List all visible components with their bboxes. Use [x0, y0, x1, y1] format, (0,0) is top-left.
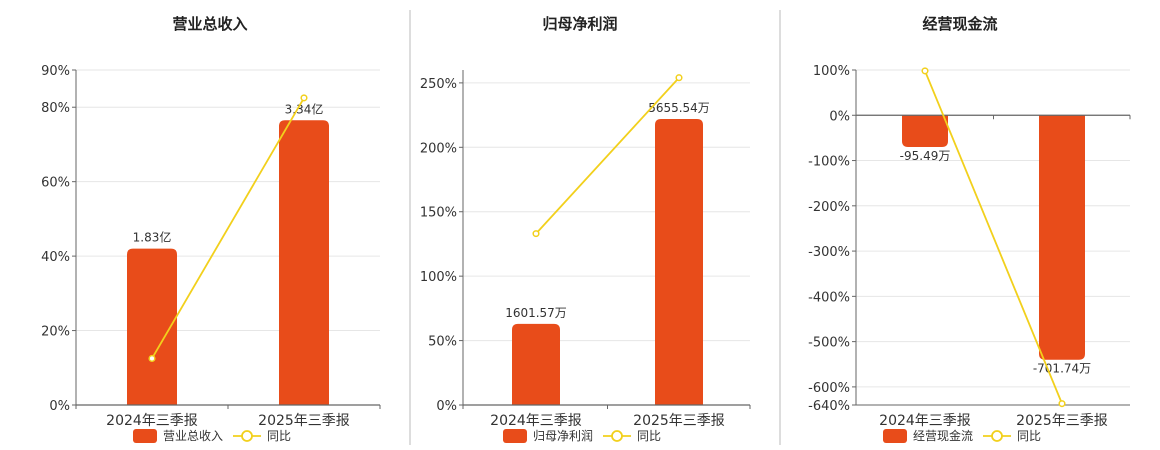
bar: [655, 118, 703, 405]
x-tick-label: 2025年三季报: [258, 413, 350, 429]
chart-panel-2: 归母净利润 0% 50% 100% 150% 200% 250% 1601.57万 5655.5…: [420, 15, 751, 443]
legend-line-label: 同比: [637, 429, 661, 443]
y-tick-label: 200%: [420, 141, 457, 156]
legend-line-marker: [611, 430, 623, 442]
legend-bar-swatch: [503, 429, 527, 443]
legend-line-marker: [241, 430, 253, 442]
yoy-point: [300, 94, 308, 102]
y-tick-label: 0%: [49, 399, 70, 414]
y-tick-label: -640%: [808, 399, 850, 414]
y-tick-label: 150%: [420, 206, 457, 221]
chart-panel-3: 经营现金流 100% 0% -100% -200% -300% -400% -500% -600…: [808, 15, 1131, 443]
yoy-point: [148, 354, 156, 363]
bar-value-label: -701.74万: [1033, 362, 1091, 376]
yoy-line: [535, 77, 680, 235]
bar: [279, 120, 329, 405]
y-tick-label: -500%: [808, 336, 850, 351]
y-tick-label: 20%: [41, 325, 70, 340]
y-tick-label: -600%: [808, 381, 850, 396]
legend-bar-label: 经营现金流: [913, 428, 973, 443]
y-tick-label: 80%: [41, 101, 70, 116]
bar-value-label: 1601.57万: [505, 306, 567, 320]
y-tick-label: -100%: [808, 155, 850, 170]
legend-line-marker: [991, 430, 1003, 442]
bar: [902, 115, 948, 147]
yoy-point: [1058, 400, 1066, 408]
y-tick-label: 60%: [41, 176, 70, 191]
legend-bar-swatch: [133, 429, 157, 443]
yoy-line: [924, 70, 1063, 404]
x-tick-label: 2025年三季报: [633, 413, 725, 429]
chart-title: 营业总收入: [172, 15, 247, 33]
bar-value-label: 1.83亿: [133, 230, 172, 245]
bar-value-label: 3.34亿: [285, 101, 324, 116]
y-tick-label: 100%: [813, 64, 850, 79]
y-tick-label: 250%: [420, 77, 457, 92]
bar: [512, 323, 560, 405]
chart-title: 经营现金流: [922, 15, 997, 33]
x-tick-label: 2024年三季报: [879, 413, 971, 429]
yoy-point: [532, 230, 540, 238]
y-tick-label: -200%: [808, 200, 850, 215]
yoy-line: [151, 97, 305, 359]
bar-value-label: 5655.54万: [648, 101, 710, 115]
legend-bar-label: 营业总收入: [163, 429, 223, 443]
x-tick-label: 2024年三季报: [106, 413, 198, 429]
legend-line-label: 同比: [1017, 429, 1041, 443]
y-tick-label: -400%: [808, 290, 850, 305]
y-tick-label: 40%: [41, 250, 70, 265]
y-tick-label: -300%: [808, 245, 850, 260]
chart-title: 归母净利润: [542, 15, 617, 33]
y-tick-label: 100%: [420, 270, 457, 285]
y-tick-label: 0%: [829, 109, 850, 124]
yoy-point: [921, 67, 929, 75]
yoy-point: [675, 74, 683, 82]
legend-bar-label: 归母净利润: [533, 429, 593, 443]
bar: [1039, 115, 1085, 360]
y-tick-label: 50%: [428, 335, 457, 350]
chart-panel-1: 营业总收入 0% 20% 40% 60% 80% 90% 1.83亿 3.34亿 2024年三季报…: [41, 15, 381, 443]
legend-line-label: 同比: [267, 429, 291, 443]
x-tick-label: 2025年三季报: [1016, 413, 1108, 429]
bar-value-label: -95.49万: [900, 149, 951, 163]
legend-bar-swatch: [883, 429, 907, 443]
x-tick-label: 2024年三季报: [490, 413, 582, 429]
y-tick-label: 0%: [436, 399, 457, 414]
bar: [127, 248, 177, 405]
y-tick-label: 90%: [41, 64, 70, 79]
